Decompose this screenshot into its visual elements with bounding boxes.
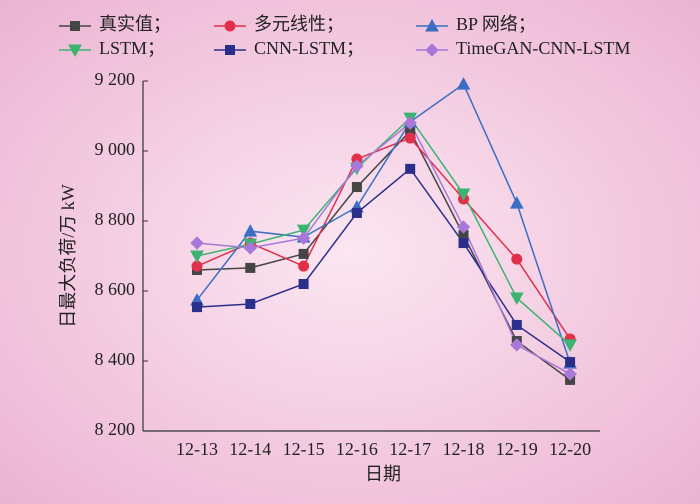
point <box>509 292 524 306</box>
x-axis-label: 日期 <box>365 464 401 484</box>
y-tick-label: 9 000 <box>95 139 136 159</box>
legend-label: TimeGAN-CNN-LSTM <box>456 38 630 58</box>
point <box>245 298 256 309</box>
series-line <box>196 83 571 364</box>
point <box>404 132 416 144</box>
point <box>405 163 416 174</box>
legend-label: 真实值； <box>99 14 171 34</box>
point <box>511 319 522 330</box>
point <box>456 77 471 90</box>
x-tick-label: 12-17 <box>389 439 431 459</box>
series-line <box>196 129 571 381</box>
y-tick-label: 8 600 <box>95 279 136 299</box>
point <box>298 260 310 272</box>
point <box>565 357 576 368</box>
series-line <box>196 116 571 346</box>
point <box>563 339 577 352</box>
point <box>563 367 577 381</box>
point <box>245 262 256 273</box>
legend-marker <box>425 18 439 32</box>
legend-label: CNN-LSTM； <box>254 38 364 58</box>
point <box>350 159 364 173</box>
point <box>511 253 523 265</box>
point <box>243 241 258 255</box>
point <box>509 196 524 209</box>
y-tick-label: 8 200 <box>95 419 136 439</box>
series-line <box>196 167 571 363</box>
x-tick-label: 12-18 <box>443 439 485 459</box>
y-tick-label: 8 800 <box>95 209 136 229</box>
y-axis-label: 日最大负荷/万 kW <box>58 184 78 328</box>
x-tick-label: 12-14 <box>229 439 271 459</box>
legend-marker <box>68 44 82 58</box>
legend-marker <box>425 43 439 57</box>
point <box>296 231 311 245</box>
legend-label: LSTM； <box>99 38 165 58</box>
legend-label: BP 网络； <box>456 14 536 34</box>
point <box>351 207 362 218</box>
y-tick-label: 8 400 <box>95 349 136 369</box>
point <box>298 279 309 289</box>
legend-marker <box>70 21 80 31</box>
legend-marker <box>224 20 236 32</box>
x-tick-label: 12-20 <box>549 439 591 459</box>
x-tick-label: 12-19 <box>496 439 538 459</box>
point <box>456 220 471 234</box>
x-tick-label: 12-16 <box>336 439 378 459</box>
point <box>458 238 469 249</box>
point <box>243 224 258 237</box>
point <box>192 302 202 313</box>
y-tick-label: 9 200 <box>95 69 136 89</box>
point <box>298 248 309 259</box>
legend-marker <box>225 45 235 55</box>
point <box>351 182 362 193</box>
series-line <box>196 121 571 375</box>
point <box>190 236 204 250</box>
point <box>190 250 204 264</box>
point <box>510 338 524 352</box>
point <box>403 116 417 130</box>
legend-label: 多元线性； <box>254 14 344 34</box>
x-tick-label: 12-13 <box>176 439 218 459</box>
x-tick-label: 12-15 <box>283 439 325 459</box>
point <box>456 188 471 202</box>
point <box>296 224 311 238</box>
